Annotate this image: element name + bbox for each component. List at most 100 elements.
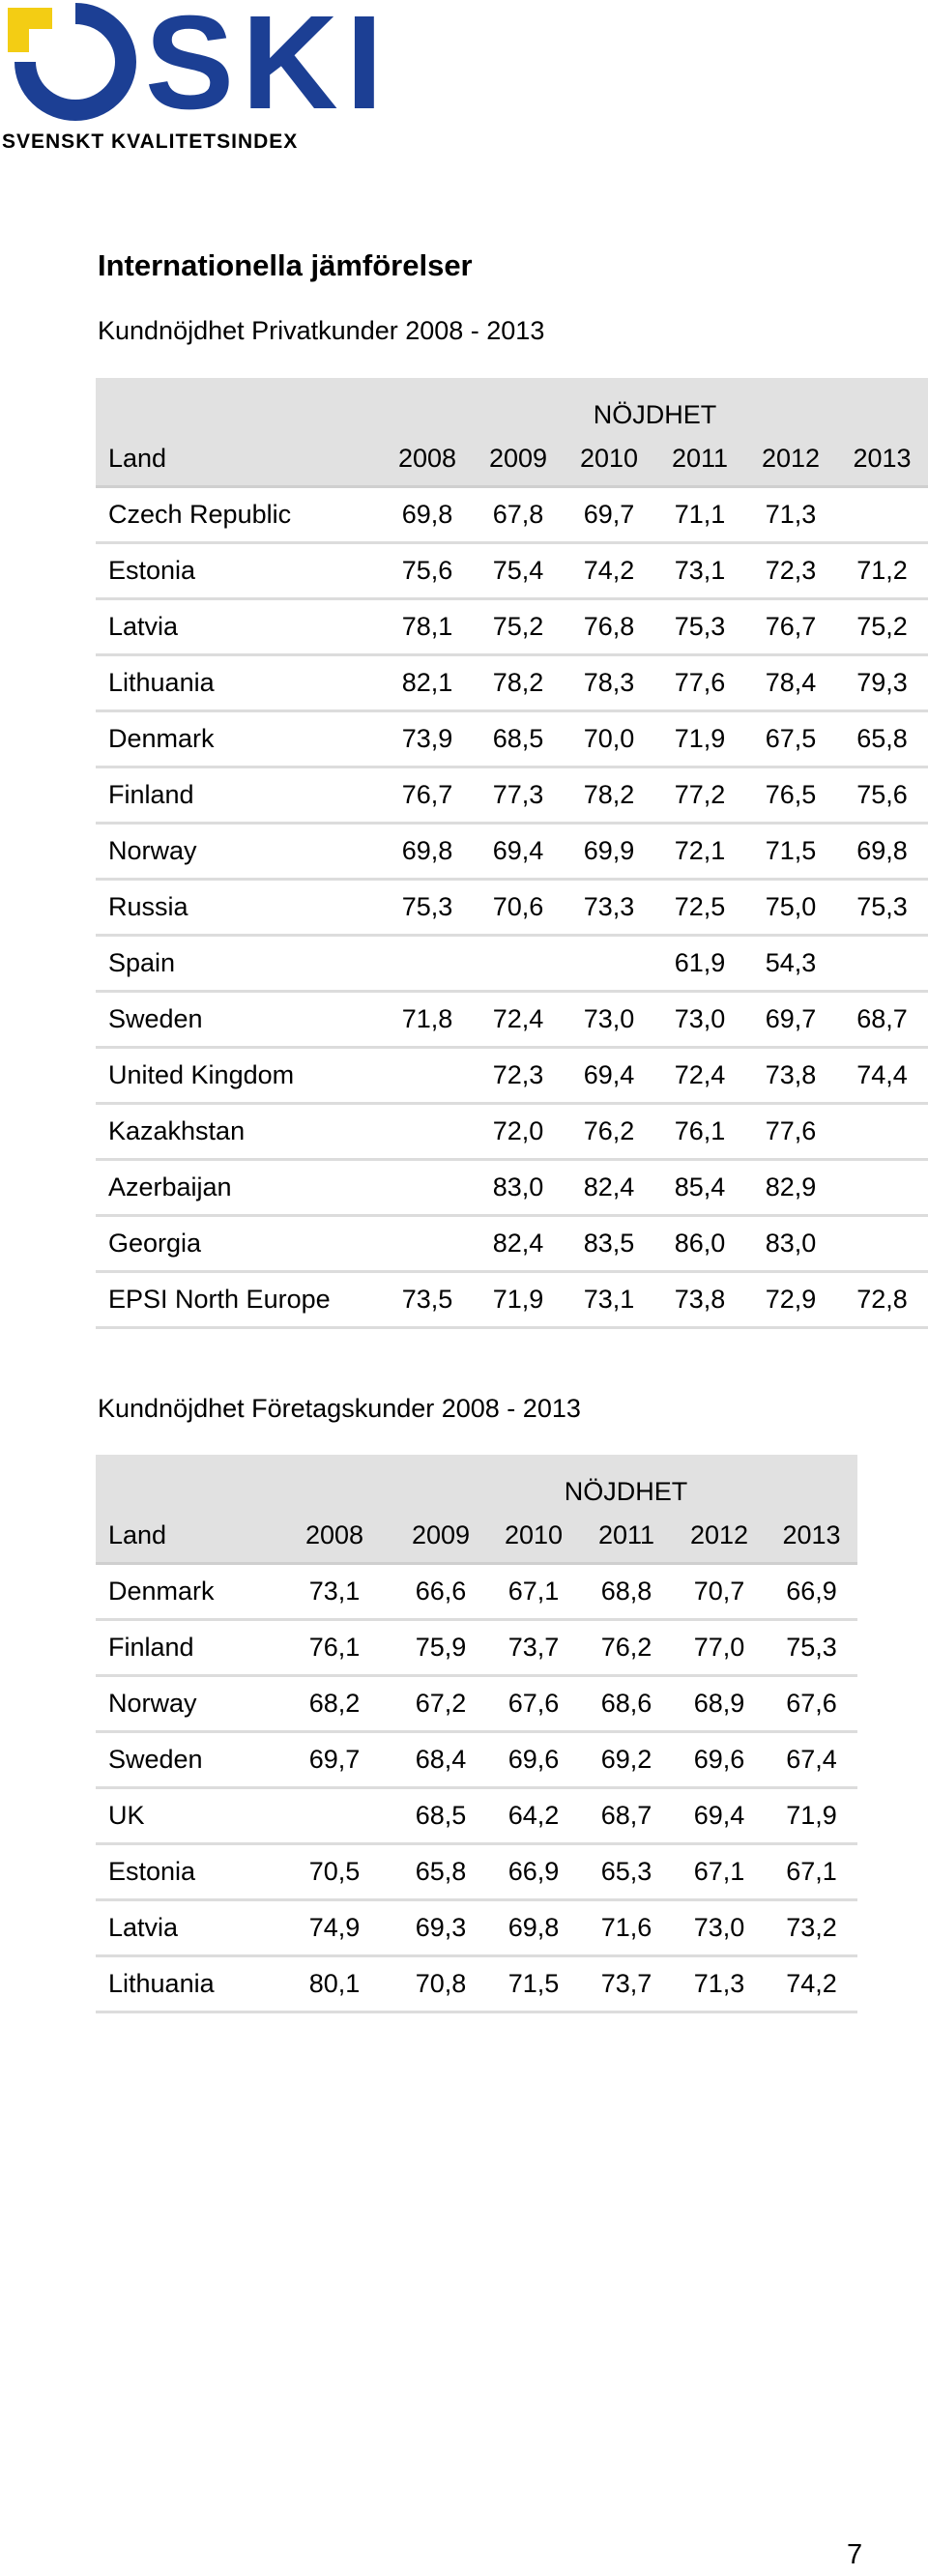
score-cell: 77,2: [654, 767, 745, 825]
table-body: Czech Republic 69,8 67,8 69,7 71,1 71,3 Estoni…: [96, 486, 928, 1329]
year-column-header: 2011: [654, 432, 745, 488]
score-cell: 76,7: [745, 598, 836, 656]
score-cell: 76,2: [580, 1619, 673, 1677]
score-cell: 74,4: [836, 1047, 928, 1105]
business-section-title: Kundnöjdhet Företagskunder 2008 - 2013: [98, 1394, 581, 1423]
score-cell: 68,7: [836, 991, 928, 1049]
score-cell: [564, 935, 654, 993]
score-cell: 72,4: [473, 991, 564, 1049]
table-row: United Kingdom 72,3 69,4 72,4 73,8 74,4: [96, 1047, 928, 1105]
score-cell: 67,1: [766, 1843, 857, 1901]
score-cell: 78,4: [745, 654, 836, 712]
year-column-header: 2010: [564, 432, 654, 488]
year-column-header: 2013: [836, 432, 928, 488]
score-cell: [836, 1159, 928, 1217]
table-row: EPSI North Europe 73,5 71,9 73,1 73,8 72,9 72,…: [96, 1271, 928, 1329]
table-group-header: NÖJDHET: [96, 378, 928, 432]
score-cell: [836, 1215, 928, 1273]
country-cell: Latvia: [96, 1899, 275, 1957]
country-cell: United Kingdom: [96, 1047, 382, 1105]
score-cell: 66,6: [394, 1563, 487, 1621]
score-cell: 75,3: [382, 879, 473, 937]
score-cell: 73,0: [564, 991, 654, 1049]
score-cell: 78,1: [382, 598, 473, 656]
group-header-empty: [96, 378, 382, 432]
table-row: UK 68,5 64,2 68,7 69,4 71,9: [96, 1787, 857, 1845]
score-cell: 77,0: [673, 1619, 766, 1677]
score-cell: 69,8: [382, 823, 473, 881]
score-cell: 68,2: [275, 1675, 394, 1733]
score-cell: [382, 1159, 473, 1217]
score-cell: 71,9: [654, 710, 745, 768]
score-cell: 68,5: [473, 710, 564, 768]
score-cell: 73,1: [654, 542, 745, 600]
score-cell: 67,6: [766, 1675, 857, 1733]
score-cell: 82,4: [473, 1215, 564, 1273]
year-column-header: 2012: [745, 432, 836, 488]
country-cell: Estonia: [96, 1843, 275, 1901]
score-cell: 75,9: [394, 1619, 487, 1677]
score-cell: [473, 935, 564, 993]
group-label: NÖJDHET: [382, 378, 928, 432]
country-cell: Denmark: [96, 1563, 275, 1621]
score-cell: 67,2: [394, 1675, 487, 1733]
score-cell: 71,5: [487, 1955, 580, 2013]
score-cell: 82,4: [564, 1159, 654, 1217]
score-cell: 75,3: [836, 879, 928, 937]
private-satisfaction-table: NÖJDHET Land 2008 2009 2010 2011 2012 2013 Cz…: [96, 378, 928, 1329]
score-cell: 73,8: [654, 1271, 745, 1329]
score-cell: 78,2: [564, 767, 654, 825]
score-cell: 69,6: [487, 1731, 580, 1789]
score-cell: 69,3: [394, 1899, 487, 1957]
logo-subtitle: SVENSKT KVALITETSINDEX: [2, 130, 299, 153]
score-cell: 77,6: [654, 654, 745, 712]
score-cell: 71,1: [654, 486, 745, 544]
table-row: Finland 76,1 75,9 73,7 76,2 77,0 75,3: [96, 1619, 857, 1677]
table-row: Russia 75,3 70,6 73,3 72,5 75,0 75,3: [96, 879, 928, 937]
score-cell: 54,3: [745, 935, 836, 993]
score-cell: 69,2: [580, 1731, 673, 1789]
year-column-header: 2012: [673, 1509, 766, 1565]
private-section-title: Kundnöjdhet Privatkunder 2008 - 2013: [98, 316, 545, 345]
score-cell: 76,5: [745, 767, 836, 825]
score-cell: 82,9: [745, 1159, 836, 1217]
score-cell: 79,3: [836, 654, 928, 712]
country-cell: Latvia: [96, 598, 382, 656]
score-cell: 69,4: [473, 823, 564, 881]
score-cell: 83,0: [473, 1159, 564, 1217]
score-cell: 68,9: [673, 1675, 766, 1733]
score-cell: 68,4: [394, 1731, 487, 1789]
score-cell: 75,6: [382, 542, 473, 600]
score-cell: 73,3: [564, 879, 654, 937]
country-cell: Spain: [96, 935, 382, 993]
logo-wordmark: SKI: [145, 0, 391, 126]
score-cell: 72,8: [836, 1271, 928, 1329]
score-cell: 68,8: [580, 1563, 673, 1621]
score-cell: 69,8: [382, 486, 473, 544]
table-row: Latvia 78,1 75,2 76,8 75,3 76,7 75,2: [96, 598, 928, 656]
table-row: Spain 61,9 54,3: [96, 935, 928, 993]
score-cell: 75,2: [473, 598, 564, 656]
score-cell: 69,7: [745, 991, 836, 1049]
score-cell: 67,4: [766, 1731, 857, 1789]
country-cell: Azerbaijan: [96, 1159, 382, 1217]
score-cell: 73,9: [382, 710, 473, 768]
score-cell: 64,2: [487, 1787, 580, 1845]
score-cell: 66,9: [766, 1563, 857, 1621]
score-cell: 71,2: [836, 542, 928, 600]
table-row: Lithuania 80,1 70,8 71,5 73,7 71,3 74,2: [96, 1955, 857, 2013]
year-column-header: 2011: [580, 1509, 673, 1565]
country-cell: Norway: [96, 1675, 275, 1733]
score-cell: 69,6: [673, 1731, 766, 1789]
score-cell: [275, 1787, 394, 1845]
score-cell: 69,8: [487, 1899, 580, 1957]
score-cell: 76,1: [275, 1619, 394, 1677]
land-column-header: Land: [96, 1509, 275, 1565]
score-cell: [836, 1103, 928, 1161]
table-row: Latvia 74,9 69,3 69,8 71,6 73,0 73,2: [96, 1899, 857, 1957]
table-row: Estonia 75,6 75,4 74,2 73,1 72,3 71,2: [96, 542, 928, 600]
table-body: Denmark 73,1 66,6 67,1 68,8 70,7 66,9 Finland 76…: [96, 1563, 857, 2013]
score-cell: 73,0: [654, 991, 745, 1049]
land-column-header: Land: [96, 432, 382, 488]
country-cell: Sweden: [96, 991, 382, 1049]
